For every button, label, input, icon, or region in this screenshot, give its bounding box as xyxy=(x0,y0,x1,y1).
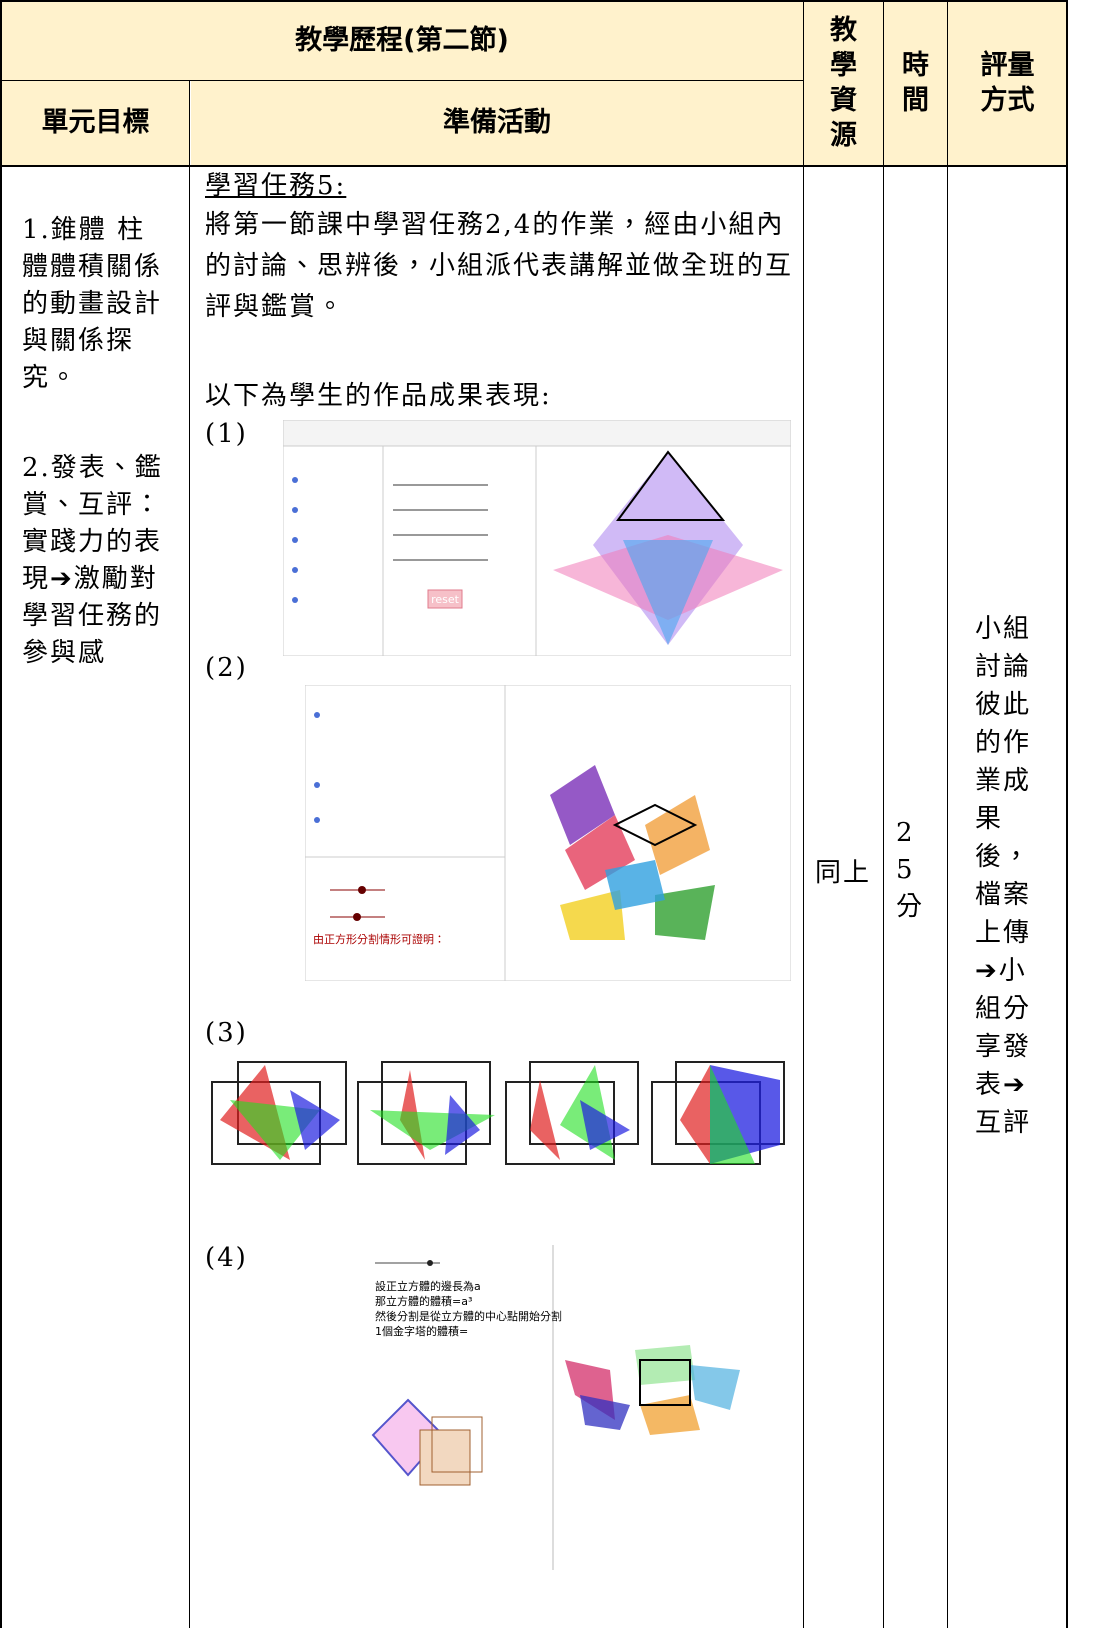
resource: 同上 xyxy=(814,858,871,888)
work-4-line: 然後分割是從立方體的中心點開始分割 xyxy=(375,1309,562,1323)
screenshot-2: 由正方形分割情形可證明： xyxy=(305,685,791,981)
work-label: (1) xyxy=(205,419,248,449)
rule xyxy=(803,0,804,1628)
time: 25分 xyxy=(896,818,925,922)
rule xyxy=(883,0,884,1628)
work-label: (3) xyxy=(205,1018,248,1048)
assessment: 小組討論彼此的作業成果後，檔案上傳➔小組分享發表➔互評 xyxy=(975,614,1032,1138)
work-label: (4) xyxy=(205,1243,248,1273)
work-4-line: 那立方體的體積=a³ xyxy=(375,1294,472,1308)
goal: 2.發表、鑑賞、互評：實踐力的表現➔激勵對學習任務的參與感 xyxy=(22,453,163,668)
rule xyxy=(0,80,804,81)
rule xyxy=(0,0,2,1628)
work-4-line: 設正立方體的邊長為a xyxy=(375,1279,481,1293)
time-heading: 時間 xyxy=(902,49,929,116)
time-heading-cell: 時間 xyxy=(884,1,947,165)
resource-heading: 教學資源 xyxy=(830,14,857,152)
goal: 1.錐體 柱體體積關係的動畫設計與關係探究。 xyxy=(22,215,163,393)
screenshot-4: 設正立方體的邊長為a 那立方體的體積=a³ 然後分割是從立方體的中心點開始分割 … xyxy=(371,1245,740,1570)
assessment-heading: 評量方式 xyxy=(980,49,1035,116)
rule xyxy=(189,80,190,1628)
assessment-heading-cell: 評量方式 xyxy=(948,1,1067,165)
work-label: (2) xyxy=(205,653,248,683)
caption: 由正方形分割情形可證明： xyxy=(313,932,445,946)
rule xyxy=(0,0,1068,2)
work-4-line: 1個金字塔的體積= xyxy=(375,1324,468,1338)
task-text: 將第一節課中學習任務2,4的作業，經由小組內的討論、思辨後，小組派代表講解並做全… xyxy=(205,210,794,322)
rule xyxy=(0,165,1068,167)
screenshot-1: reset xyxy=(283,420,791,656)
task-title: 學習任務5: xyxy=(205,171,347,201)
rule xyxy=(947,0,948,1628)
resource-heading-cell: 教學資源 xyxy=(804,1,883,165)
goal-heading: 單元目標 xyxy=(1,81,190,165)
title: 教學歷程(第二節) xyxy=(1,1,803,80)
intro: 以下為學生的作品成果表現: xyxy=(205,381,552,411)
reset-button: reset xyxy=(431,593,460,606)
rule xyxy=(1066,0,1068,1628)
screenshot-3 xyxy=(211,1061,785,1165)
activity-heading: 準備活動 xyxy=(191,81,803,165)
